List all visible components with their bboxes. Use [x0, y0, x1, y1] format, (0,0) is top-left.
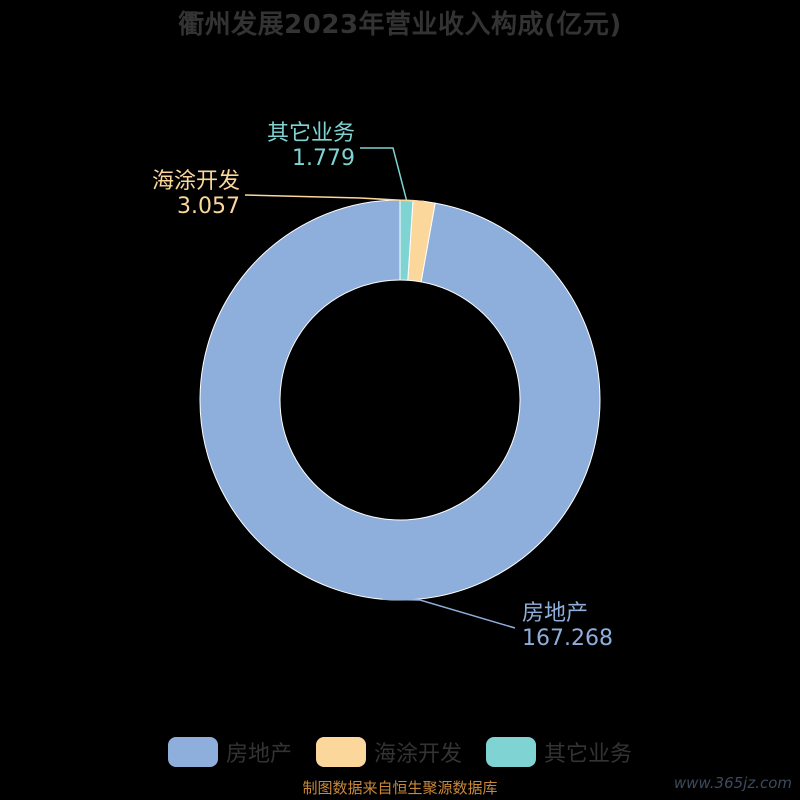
- legend-label-tidal-flat: 海涂开发: [373, 742, 462, 767]
- legend-item-real-estate[interactable]: 房地产: [167, 736, 292, 768]
- leader-line-other: [360, 147, 408, 201]
- leader-line-real-estate: [382, 598, 516, 629]
- slice-value-other: 1.779: [292, 146, 355, 171]
- legend-swatch-real-estate: [167, 737, 218, 767]
- slice-real-estate[interactable]: [199, 199, 601, 601]
- legend-swatch-tidal-flat: [315, 737, 366, 767]
- slice-value-real-estate: 167.268: [522, 626, 613, 651]
- legend: 房地产 海涂开发 其它业务: [0, 736, 800, 768]
- legend-item-other[interactable]: 其它业务: [486, 736, 632, 768]
- legend-swatch-other: [486, 737, 536, 767]
- chart-title: 衢州发展2023年营业收入构成(亿元): [178, 10, 622, 40]
- legend-label-other: 其它业务: [544, 742, 633, 767]
- legend-label-real-estate: 房地产: [225, 742, 292, 767]
- watermark: www.365jz.com: [673, 774, 792, 792]
- leader-line-tidal-flat: [244, 194, 425, 203]
- source-note: 制图数据来自恒生聚源数据库: [302, 779, 498, 797]
- slice-label-real-estate: 房地产: [522, 601, 588, 626]
- slice-value-tidal-flat: 3.057: [177, 194, 240, 219]
- slice-label-other: 其它业务: [267, 121, 355, 146]
- legend-item-tidal-flat[interactable]: 海涂开发: [315, 736, 462, 768]
- slice-label-tidal-flat: 海涂开发: [152, 169, 240, 194]
